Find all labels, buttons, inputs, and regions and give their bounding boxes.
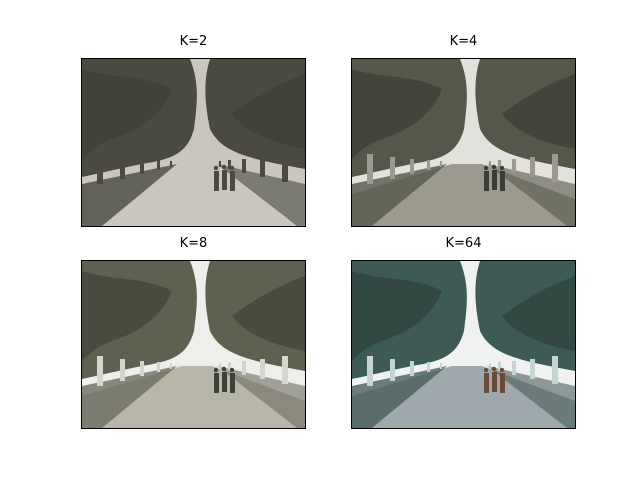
- tree-trunk: [489, 161, 491, 167]
- tree-trunk: [512, 361, 516, 375]
- scene-svg: [352, 59, 575, 226]
- person-head: [499, 165, 505, 171]
- scene-svg: [82, 59, 305, 226]
- tree-trunk: [390, 157, 395, 179]
- road-edge-left: [352, 164, 447, 226]
- tree-trunk: [97, 154, 103, 184]
- person-head: [213, 367, 219, 373]
- scene-svg: [352, 261, 575, 428]
- right-canopy-shadow: [502, 74, 575, 149]
- quantized-image: [351, 260, 576, 429]
- tree-trunk: [489, 363, 491, 369]
- person-body: [214, 171, 219, 191]
- quantized-image: [351, 58, 576, 227]
- tree-trunk: [282, 154, 288, 182]
- tree-trunk: [260, 157, 265, 177]
- tree-trunk: [410, 361, 414, 376]
- tree-trunk: [427, 362, 430, 372]
- tree-trunk: [530, 359, 535, 379]
- person-body: [500, 373, 505, 393]
- person-body: [492, 372, 497, 392]
- panel-title: K=2: [179, 34, 208, 49]
- person-head: [229, 165, 235, 171]
- right-canopy-shadow: [232, 74, 305, 149]
- tree-trunk: [440, 161, 442, 167]
- tree-trunk: [170, 161, 172, 167]
- person-head: [483, 367, 489, 373]
- tree-trunk: [157, 362, 160, 372]
- quantized-image: [81, 58, 306, 227]
- person-head: [499, 367, 505, 373]
- tree-trunk: [228, 362, 231, 371]
- tree-trunk: [440, 363, 442, 369]
- panel-title: K=4: [449, 34, 478, 49]
- tree-trunk: [260, 359, 265, 379]
- panel-title: K=64: [445, 236, 482, 251]
- tree-trunk: [367, 154, 373, 184]
- person-head: [491, 366, 497, 372]
- tree-trunk: [512, 159, 516, 173]
- left-canopy-shadow: [352, 69, 442, 159]
- scene-svg: [82, 261, 305, 428]
- tree-trunk: [552, 356, 558, 384]
- road-edge-left: [82, 164, 177, 226]
- tree-trunk: [390, 359, 395, 381]
- quantized-image: [81, 260, 306, 429]
- tree-trunk: [157, 160, 160, 170]
- person-head: [221, 366, 227, 372]
- person-body: [222, 372, 227, 392]
- person-body: [500, 171, 505, 191]
- tree-trunk: [219, 161, 221, 167]
- panel-title: K=8: [179, 236, 208, 251]
- person-body: [484, 373, 489, 393]
- person-body: [492, 170, 497, 190]
- tree-trunk: [140, 159, 144, 174]
- left-canopy-shadow: [82, 69, 172, 159]
- person-head: [213, 165, 219, 171]
- tree-trunk: [120, 359, 125, 381]
- tree-trunk: [427, 160, 430, 170]
- tree-trunk: [228, 160, 231, 169]
- tree-trunk: [498, 160, 501, 169]
- tree-trunk: [219, 363, 221, 369]
- tree-trunk: [97, 356, 103, 386]
- person-body: [484, 171, 489, 191]
- tree-trunk: [242, 361, 246, 375]
- tree-trunk: [410, 159, 414, 174]
- tree-trunk: [367, 356, 373, 386]
- person-head: [221, 164, 227, 170]
- road-edge-left: [82, 366, 177, 428]
- person-head: [229, 367, 235, 373]
- person-body: [214, 373, 219, 393]
- tree-trunk: [140, 361, 144, 376]
- tree-trunk: [120, 157, 125, 179]
- tree-trunk: [242, 159, 246, 173]
- person-head: [483, 165, 489, 171]
- person-body: [230, 373, 235, 393]
- tree-trunk: [282, 356, 288, 384]
- tree-trunk: [530, 157, 535, 177]
- right-canopy-shadow: [502, 276, 575, 351]
- left-canopy-shadow: [82, 271, 172, 361]
- person-body: [222, 170, 227, 190]
- tree-trunk: [170, 363, 172, 369]
- tree-trunk: [498, 362, 501, 371]
- person-head: [491, 164, 497, 170]
- tree-trunk: [552, 154, 558, 182]
- right-canopy-shadow: [232, 276, 305, 351]
- road-edge-left: [352, 366, 447, 428]
- person-body: [230, 171, 235, 191]
- left-canopy-shadow: [352, 271, 442, 361]
